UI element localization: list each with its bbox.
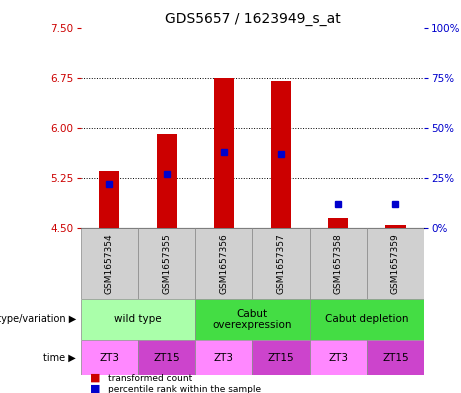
Bar: [195, 228, 253, 299]
Bar: [157, 134, 177, 228]
Text: ZT3: ZT3: [99, 353, 119, 363]
Bar: [253, 340, 310, 375]
Title: GDS5657 / 1623949_s_at: GDS5657 / 1623949_s_at: [165, 13, 340, 26]
Text: ZT3: ZT3: [328, 353, 348, 363]
Bar: [310, 299, 424, 340]
Text: transformed count: transformed count: [108, 374, 193, 382]
Text: GSM1657358: GSM1657358: [334, 233, 343, 294]
Text: GSM1657354: GSM1657354: [105, 233, 114, 294]
Bar: [138, 228, 195, 299]
Text: genotype/variation ▶: genotype/variation ▶: [0, 314, 76, 324]
Text: ■: ■: [90, 384, 100, 393]
Text: Cabut depletion: Cabut depletion: [325, 314, 408, 324]
Bar: [214, 78, 234, 228]
Text: GSM1657357: GSM1657357: [277, 233, 285, 294]
Text: GSM1657359: GSM1657359: [391, 233, 400, 294]
Bar: [99, 171, 119, 228]
Text: time ▶: time ▶: [43, 353, 76, 363]
Bar: [195, 340, 253, 375]
Bar: [271, 81, 291, 228]
Text: wild type: wild type: [114, 314, 162, 324]
Text: ZT15: ZT15: [268, 353, 294, 363]
Bar: [310, 340, 367, 375]
Text: ZT15: ZT15: [382, 353, 409, 363]
Text: ZT15: ZT15: [153, 353, 180, 363]
Text: ■: ■: [90, 373, 100, 383]
Bar: [81, 228, 138, 299]
Text: Cabut
overexpression: Cabut overexpression: [213, 309, 292, 330]
Bar: [367, 228, 424, 299]
Text: GSM1657356: GSM1657356: [219, 233, 228, 294]
Text: percentile rank within the sample: percentile rank within the sample: [108, 385, 261, 393]
Text: GSM1657355: GSM1657355: [162, 233, 171, 294]
Bar: [138, 340, 195, 375]
Bar: [310, 228, 367, 299]
Bar: [367, 340, 424, 375]
Text: ZT3: ZT3: [214, 353, 234, 363]
Bar: [81, 299, 195, 340]
Bar: [253, 228, 310, 299]
Bar: [81, 340, 138, 375]
Bar: [385, 225, 406, 228]
Bar: [195, 299, 310, 340]
Bar: [328, 218, 348, 228]
